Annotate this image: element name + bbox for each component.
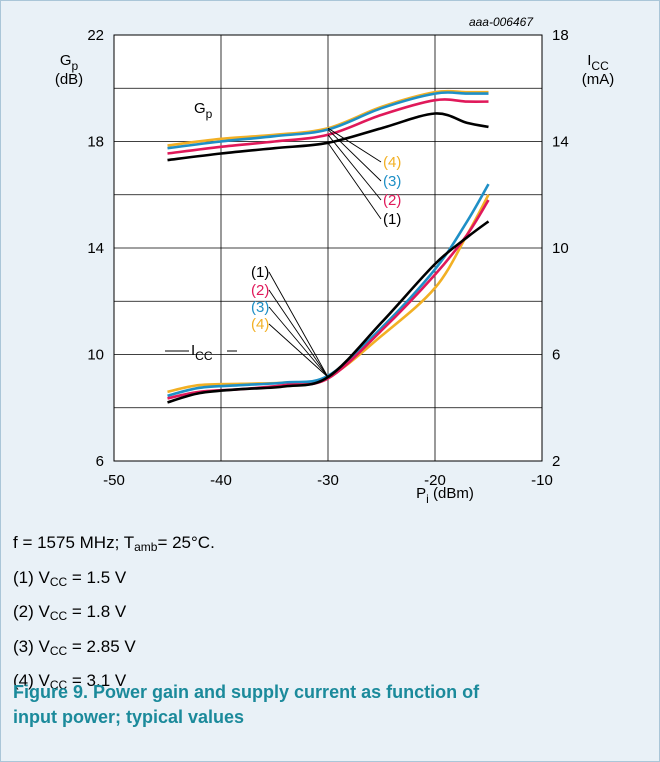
- icc-series-label-3: (3): [251, 299, 269, 316]
- gp-series-label-4: (4): [383, 154, 401, 171]
- y-left-tick-label: 22: [87, 27, 104, 44]
- gp-series-line-3: [167, 91, 489, 150]
- note-vcc-3: (3) VCC = 2.85 V: [13, 636, 136, 658]
- note-vcc-4: (4) VCC = 3.1 V: [13, 671, 127, 692]
- gp-series-leader-2: [327, 134, 382, 201]
- gp-series-leader-3: [327, 129, 382, 182]
- gp-series-leader-4: [327, 127, 382, 163]
- y-right-axis-label: ICC: [587, 52, 609, 73]
- gp-series-leader-1: [327, 142, 382, 220]
- icc-series-leader-2: [268, 289, 329, 378]
- chart: -50 -40 -30 -20 -1061014182226101418Gp(dB)IC…: [55, 15, 614, 506]
- x-tick-label: -20: [424, 472, 446, 489]
- y-left-tick-label: 10: [87, 347, 104, 364]
- gp-series-label-1: (1): [383, 211, 401, 228]
- icc-series-leader-1: [268, 271, 329, 378]
- icc-series-label-1: (1): [251, 264, 269, 281]
- caption-line-1: Figure 9. Power gain and supply current …: [13, 682, 480, 702]
- gp-series-label-2: (2): [383, 192, 401, 209]
- chart-texts: -50 -40 -30 -20 -1061014182226101418Gp(dB)IC…: [55, 15, 614, 506]
- x-tick-label: -10: [531, 472, 553, 489]
- y-left-axis-label: Gp: [60, 52, 79, 73]
- x-tick-label: -30: [317, 472, 339, 489]
- note-vcc-2: (2) VCC = 1.8 V: [13, 602, 127, 623]
- x-tick-label: -50: [103, 472, 125, 489]
- note-conditions-text: f = 1575 MHz; T: [13, 533, 135, 552]
- y-right-tick-label: 18: [552, 27, 569, 44]
- y-left-tick-label: 18: [87, 134, 104, 151]
- x-axis-label: Pi (dBm): [416, 485, 474, 506]
- icc-series-leader-4: [268, 323, 329, 378]
- icc-series-label-4: (4): [251, 316, 269, 333]
- figure-notes: f = 1575 MHz; Tamb= 25°C. (1) VCC = 1.5 …: [13, 528, 215, 701]
- note-conditions-sub: amb: [134, 540, 158, 554]
- y-left-tick-label: 14: [87, 240, 104, 257]
- note-conditions-text-2: = 25°C.: [157, 533, 215, 552]
- x-tick-label: -40: [210, 472, 232, 489]
- y-right-tick-label: 6: [552, 347, 560, 364]
- y-left-tick-label: 6: [96, 453, 104, 470]
- gp-series-label-3: (3): [383, 173, 401, 190]
- gp-series-line-1: [167, 112, 489, 162]
- note-vcc-1: (1) VCC = 1.5 V: [13, 567, 127, 589]
- figure-code: aaa-006467: [469, 15, 534, 29]
- gp-series-line-2: [167, 98, 489, 155]
- label-leaders: [165, 127, 382, 378]
- y-right-axis-unit: (mA): [582, 71, 615, 88]
- gp-curve-label: Gp: [194, 100, 213, 121]
- caption-line-2: input power; typical values: [13, 707, 245, 727]
- icc-series-label-2: (2): [251, 282, 269, 299]
- y-right-tick-label: 14: [552, 134, 569, 151]
- y-left-axis-unit: (dB): [55, 71, 83, 88]
- y-right-tick-label: 10: [552, 240, 569, 257]
- icc-curve-label: ICC: [191, 342, 213, 363]
- y-right-tick-label: 2: [552, 453, 560, 470]
- icc-series-leader-3: [268, 306, 329, 378]
- figure-caption: Figure 9. Power gain and supply current …: [13, 680, 653, 730]
- note-conditions: f = 1575 MHz; Tamb= 25°C.: [13, 528, 215, 563]
